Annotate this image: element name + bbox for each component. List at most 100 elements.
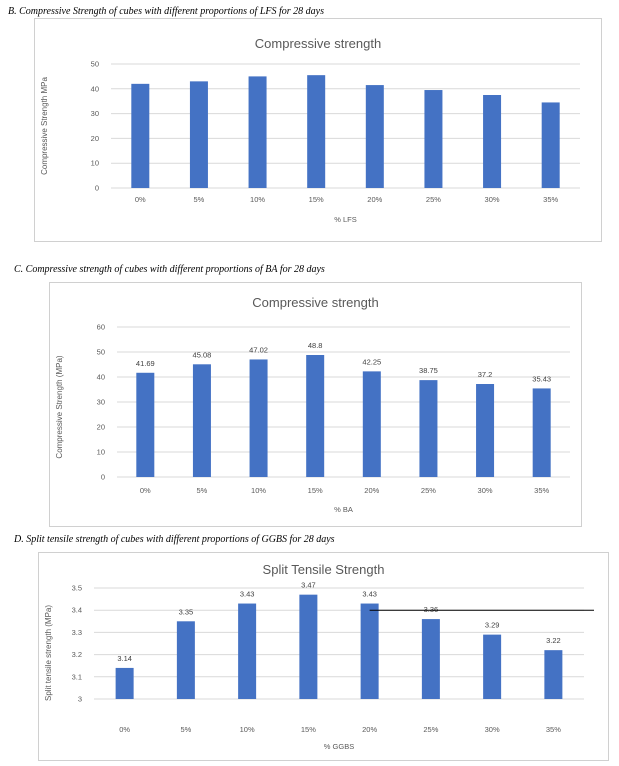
bar [483, 634, 502, 699]
x-axis-label: % GGBS [324, 742, 354, 751]
bar [483, 95, 502, 188]
bar [360, 603, 379, 699]
x-tick-label: 30% [485, 725, 500, 734]
data-label: 3.36 [424, 605, 439, 614]
x-tick-label: 20% [367, 195, 382, 204]
bar [476, 384, 495, 477]
caption-ba: C. Compressive strength of cubes with di… [14, 264, 325, 275]
y-tick-label: 3.1 [72, 672, 82, 681]
y-tick-label: 3.4 [72, 606, 82, 615]
data-label: 38.75 [419, 366, 438, 375]
data-label: 48.8 [308, 341, 323, 350]
chart-title: Compressive strength [252, 295, 378, 310]
y-tick-label: 40 [91, 84, 99, 93]
y-tick-label: 50 [91, 60, 99, 69]
x-axis-label: % LFS [334, 215, 357, 224]
chart-frame-lfs: Compressive strength 0 10 20 30 40 50 0% 5% 10% 15… [34, 18, 602, 242]
y-tick-label: 20 [91, 134, 99, 143]
chart-title: Split Tensile Strength [263, 562, 385, 577]
bar [532, 388, 551, 477]
x-tick-label: 0% [140, 486, 151, 495]
y-tick-label: 50 [97, 348, 105, 357]
bar [306, 355, 325, 477]
x-tick-label: 35% [534, 486, 549, 495]
x-tick-label: 20% [364, 486, 379, 495]
data-label: 3.29 [485, 621, 500, 630]
bar [248, 76, 267, 188]
caption-ggbs: D. Split tensile strength of cubes with … [14, 534, 335, 545]
y-axis-label: Split tensile strength (MPa) [44, 605, 53, 701]
bar [544, 650, 563, 699]
y-tick-label: 0 [101, 473, 105, 482]
bar [307, 75, 326, 188]
x-tick-label: 35% [546, 725, 561, 734]
y-tick-label: 3.2 [72, 650, 82, 659]
x-tick-label: 10% [251, 486, 266, 495]
bar [419, 380, 438, 477]
y-tick-label: 10 [91, 159, 99, 168]
bar [238, 603, 257, 699]
data-label: 3.43 [240, 590, 255, 599]
x-tick-label: 30% [485, 195, 500, 204]
x-tick-label: 0% [119, 725, 130, 734]
y-tick-label: 40 [97, 373, 105, 382]
chart-lfs: Compressive strength 0 10 20 30 40 50 0% 5% 10% 15… [40, 36, 580, 224]
data-label: 42.25 [362, 357, 381, 366]
bar [362, 371, 381, 477]
chart-frame-ggbs: Split Tensile Strength 3 3.1 3.2 3.3 3.4 3.5 3.… [38, 552, 609, 761]
y-tick-label: 3.3 [72, 628, 82, 637]
data-label: 47.02 [249, 345, 268, 354]
x-tick-label: 20% [362, 725, 377, 734]
y-tick-label: 30 [91, 109, 99, 118]
bar [192, 364, 211, 477]
y-tick-label: 60 [97, 323, 105, 332]
bar [299, 594, 318, 699]
bar [176, 621, 195, 699]
x-tick-label: 15% [309, 195, 324, 204]
x-tick-label: 5% [194, 195, 205, 204]
data-label: 3.22 [546, 636, 561, 645]
x-tick-label: 15% [308, 486, 323, 495]
data-label: 3.47 [301, 581, 316, 590]
y-axis-label: Compressive Strength MPa [40, 77, 49, 175]
bar [541, 102, 560, 188]
x-tick-label: 5% [197, 486, 208, 495]
data-label: 45.08 [193, 350, 212, 359]
bar [424, 90, 443, 188]
chart-title: Compressive strength [255, 36, 381, 51]
chart-ggbs: Split Tensile Strength 3 3.1 3.2 3.3 3.4 3.5 3.… [44, 562, 594, 751]
data-label: 3.43 [362, 590, 377, 599]
x-tick-label: 25% [423, 725, 438, 734]
x-tick-label: 25% [426, 195, 441, 204]
bar [189, 81, 208, 188]
x-tick-label: 10% [250, 195, 265, 204]
caption-lfs: B. Compressive Strength of cubes with di… [8, 6, 325, 17]
y-axis-label: Compressive Strength (MPa) [55, 355, 64, 458]
y-tick-label: 10 [97, 448, 105, 457]
data-label: 37.2 [478, 370, 493, 379]
bar [421, 619, 440, 699]
y-tick-label: 20 [97, 423, 105, 432]
x-tick-label: 35% [543, 195, 558, 204]
y-tick-label: 30 [97, 398, 105, 407]
bar [136, 372, 155, 477]
y-tick-label: 3 [78, 695, 82, 704]
x-tick-label: 10% [240, 725, 255, 734]
bar [115, 667, 134, 699]
bar [249, 359, 268, 477]
x-axis-label: % BA [334, 505, 353, 514]
data-label: 3.35 [179, 607, 194, 616]
x-tick-label: 5% [180, 725, 191, 734]
data-label: 41.69 [136, 359, 155, 368]
x-tick-label: 15% [301, 725, 316, 734]
chart-ba: Compressive strength 0 10 20 30 40 50 60 41.69 0%… [55, 295, 570, 514]
data-label: 3.14 [117, 654, 132, 663]
data-label: 35.43 [532, 374, 551, 383]
x-tick-label: 30% [478, 486, 493, 495]
y-tick-label: 0 [95, 184, 99, 193]
bar [131, 83, 150, 188]
y-tick-label: 3.5 [72, 584, 82, 593]
x-tick-label: 0% [135, 195, 146, 204]
bar [365, 85, 384, 188]
chart-frame-ba: Compressive strength 0 10 20 30 40 50 60 41.69 0%… [49, 282, 582, 527]
